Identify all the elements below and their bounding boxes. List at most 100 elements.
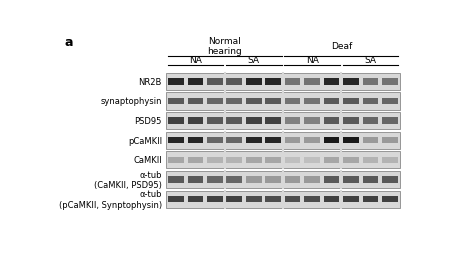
Bar (266, 79, 281, 85)
Bar (363, 196, 378, 203)
Bar (324, 177, 339, 183)
Bar (304, 79, 320, 85)
Bar (324, 137, 339, 144)
Bar (324, 196, 339, 203)
Bar (285, 177, 301, 183)
Bar (166, 132, 400, 149)
Bar (363, 79, 378, 85)
Bar (343, 177, 359, 183)
Text: NA: NA (189, 56, 202, 65)
Bar (266, 137, 281, 144)
Bar (188, 79, 203, 85)
Bar (166, 152, 400, 169)
Bar (363, 137, 378, 144)
Bar (207, 177, 223, 183)
Bar (304, 118, 320, 124)
Bar (363, 118, 378, 124)
Bar (168, 137, 184, 144)
Bar (168, 196, 184, 203)
Bar (363, 177, 378, 183)
Bar (266, 157, 281, 164)
Bar (168, 79, 184, 85)
Bar (382, 157, 398, 164)
Bar (207, 196, 223, 203)
Bar (188, 118, 203, 124)
Bar (188, 196, 203, 203)
Bar (304, 196, 320, 203)
Bar (343, 196, 359, 203)
Bar (226, 196, 242, 203)
Bar (166, 191, 400, 208)
Bar (166, 113, 400, 130)
Bar (382, 196, 398, 203)
Bar (226, 137, 242, 144)
Bar (207, 98, 223, 105)
Bar (363, 157, 378, 164)
Bar (324, 118, 339, 124)
Bar (246, 177, 261, 183)
Bar (304, 98, 320, 105)
Bar (304, 157, 320, 164)
Bar (166, 171, 400, 188)
Text: PSD95: PSD95 (135, 117, 162, 126)
Bar (382, 137, 398, 144)
Bar (188, 137, 203, 144)
Bar (343, 79, 359, 85)
Bar (168, 118, 184, 124)
Bar (188, 98, 203, 105)
Bar (226, 157, 242, 164)
Text: SA: SA (364, 56, 377, 65)
Bar (246, 118, 261, 124)
Text: NR2B: NR2B (139, 77, 162, 87)
Bar (285, 196, 301, 203)
Bar (285, 157, 301, 164)
Text: SA: SA (248, 56, 260, 65)
Bar (168, 177, 184, 183)
Bar (343, 118, 359, 124)
Bar (324, 157, 339, 164)
Bar (226, 98, 242, 105)
Bar (166, 73, 400, 90)
Bar (266, 98, 281, 105)
Text: α-tub
(CaMKII, PSD95): α-tub (CaMKII, PSD95) (94, 170, 162, 189)
Bar (382, 177, 398, 183)
Bar (324, 79, 339, 85)
Bar (188, 157, 203, 164)
Bar (207, 157, 223, 164)
Bar (285, 79, 301, 85)
Bar (382, 118, 398, 124)
Text: pCaMKII: pCaMKII (128, 136, 162, 145)
Bar (168, 98, 184, 105)
Bar (363, 98, 378, 105)
Text: Normal
hearing: Normal hearing (207, 37, 242, 56)
Bar (207, 79, 223, 85)
Text: α-tub
(pCaMKII, Synptophysin): α-tub (pCaMKII, Synptophysin) (59, 190, 162, 209)
Bar (207, 118, 223, 124)
Bar (285, 98, 301, 105)
Bar (304, 177, 320, 183)
Bar (266, 118, 281, 124)
Bar (304, 137, 320, 144)
Text: Deaf: Deaf (331, 42, 352, 51)
Bar (246, 79, 261, 85)
Bar (188, 177, 203, 183)
Bar (246, 157, 261, 164)
Bar (246, 137, 261, 144)
Bar (226, 177, 242, 183)
Bar (246, 98, 261, 105)
Text: CaMKII: CaMKII (133, 156, 162, 165)
Bar (226, 118, 242, 124)
Text: NA: NA (306, 56, 319, 65)
Bar (382, 98, 398, 105)
Bar (266, 177, 281, 183)
Bar (246, 196, 261, 203)
Bar (324, 98, 339, 105)
Bar (285, 118, 301, 124)
Bar (166, 93, 400, 110)
Bar (382, 79, 398, 85)
Bar (285, 137, 301, 144)
Bar (266, 196, 281, 203)
Bar (343, 137, 359, 144)
Bar (226, 79, 242, 85)
Bar (343, 157, 359, 164)
